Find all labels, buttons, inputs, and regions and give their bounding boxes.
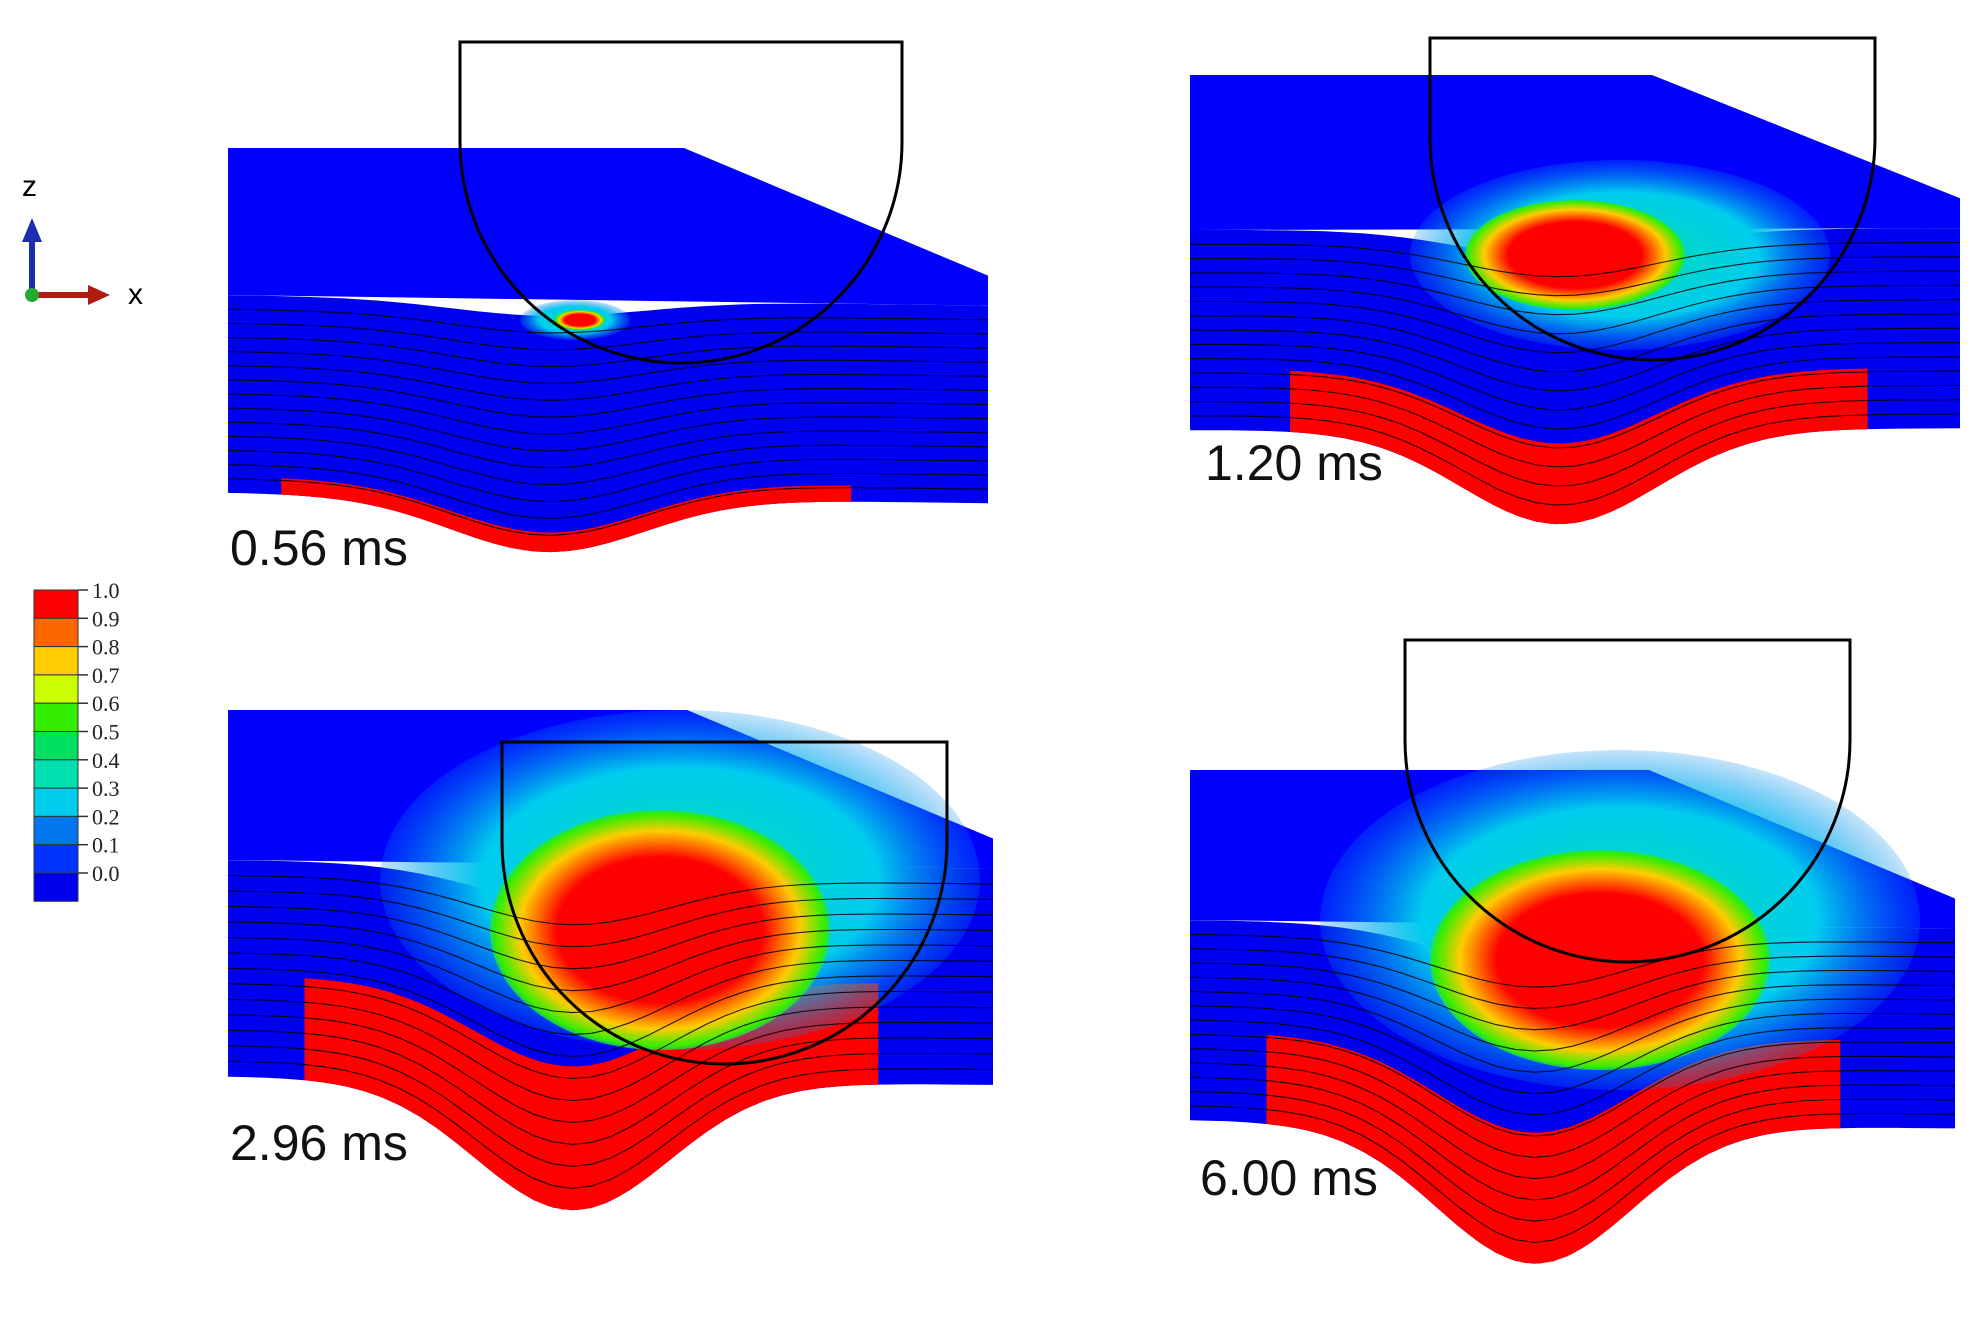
ply-interface-line — [1189, 1091, 1956, 1222]
time-label: 2.96 ms — [230, 1115, 408, 1171]
ply-interface-line — [1190, 313, 1960, 373]
legend-tick-label: 0.0 — [92, 861, 120, 886]
ply-interface-line — [1189, 1019, 1956, 1116]
damage-panel: 2.96 ms — [227, 710, 994, 1211]
legend-color-band — [33, 815, 79, 846]
z-axis-label: z — [22, 170, 37, 203]
ply-interface-line — [227, 936, 994, 1014]
legend-color-band — [33, 589, 79, 619]
ply-interface-line — [227, 478, 989, 536]
ply-interface-line — [227, 890, 994, 948]
ply-interface-line — [227, 952, 994, 1036]
ply-interface-line — [227, 1060, 994, 1189]
ply-interface-line — [227, 308, 989, 334]
legend-color-band — [33, 844, 79, 874]
legend-tick-label: 0.7 — [92, 663, 120, 688]
impactor-outline — [500, 740, 949, 1066]
ply-interface-line — [1190, 384, 1961, 468]
ply-interface-line — [227, 351, 989, 385]
damage-panel: 1.20 ms — [1190, 36, 1961, 525]
damage-contour-region — [1465, 200, 1685, 310]
damage-legend: 1.0 0.9 0.8 0.7 0.6 0.5 0.4 0.3 0.2 0.1 0.0 — [33, 578, 120, 902]
ply-interface-line — [1189, 1105, 1956, 1244]
time-label: 6.00 ms — [1200, 1150, 1378, 1206]
plate-top-surface — [228, 148, 988, 306]
damage-contour-region — [555, 310, 605, 330]
x-axis-label: x — [128, 278, 143, 311]
ply-interface-line — [227, 921, 994, 992]
ply-interface-line — [1190, 342, 1960, 411]
ply-interface-line — [1190, 241, 1961, 278]
ply-interface-line — [227, 336, 989, 368]
legend-color-band — [33, 702, 79, 733]
ply-interface-line — [1189, 1005, 1956, 1095]
legend-tick-label: 0.6 — [92, 691, 120, 716]
ply-interface-line — [227, 365, 989, 401]
ply-interface-line — [227, 449, 989, 503]
damaged-layers-region — [281, 478, 852, 553]
legend-tick-label: 0.3 — [92, 776, 120, 801]
legend-tick-label: 0.4 — [92, 748, 120, 773]
ply-interface-line — [1190, 284, 1960, 335]
impactor-outline — [1428, 36, 1877, 362]
legend-tick-label: 0.9 — [92, 606, 120, 631]
legend-color-band — [33, 731, 79, 761]
ply-interface-line — [1190, 399, 1961, 487]
ply-interface-line — [1189, 948, 1956, 1009]
ply-interface-line — [227, 998, 994, 1102]
ply-interface-line — [1189, 990, 1956, 1073]
legend-color-band — [33, 617, 79, 648]
ply-interface-line — [227, 1029, 994, 1145]
legend-color-band — [33, 646, 79, 676]
time-label: 1.20 ms — [1205, 435, 1383, 491]
ply-interface-line — [1189, 1062, 1956, 1180]
z-axis-arrowhead — [22, 218, 42, 242]
legend-color-band — [33, 759, 79, 789]
impactor-outline — [1403, 638, 1852, 964]
legend-tick-label: 0.5 — [92, 720, 120, 745]
ply-interface-line — [1189, 933, 1956, 988]
ply-interface-line — [227, 1014, 994, 1123]
ply-interface-line — [227, 393, 989, 435]
ply-interface-line — [1190, 256, 1960, 297]
ply-interface-line — [227, 983, 994, 1080]
ply-interface-line — [1189, 976, 1956, 1052]
axes-triad: z x — [22, 170, 143, 311]
ply-interface-line — [227, 874, 994, 926]
damage-panel: 0.56 ms — [227, 40, 989, 576]
x-axis-arrowhead — [88, 285, 110, 305]
legend-color-band — [33, 872, 79, 902]
ply-interface-line — [227, 322, 989, 351]
ply-interface-line — [1190, 356, 1961, 430]
ply-interface-line — [1189, 1076, 1956, 1201]
ply-interface-line — [1190, 327, 1960, 392]
time-label: 0.56 ms — [230, 520, 408, 576]
damage-panel: 6.00 ms — [1189, 638, 1956, 1264]
ply-interface-line — [227, 407, 989, 452]
ply-interface-line — [227, 967, 994, 1058]
ply-interface-line — [227, 905, 994, 970]
legend-tick-label: 1.0 — [92, 578, 120, 603]
legend-tick-label: 0.8 — [92, 635, 120, 660]
ply-interface-line — [1189, 962, 1956, 1031]
legend-tick-label: 0.1 — [92, 833, 120, 858]
origin-dot — [25, 288, 39, 302]
legend-tick-label: 0.2 — [92, 804, 120, 829]
ply-interface-line — [227, 379, 989, 418]
impactor-outline — [458, 40, 904, 365]
damaged-layers-region — [1266, 1035, 1841, 1264]
legend-color-band — [33, 674, 79, 704]
ply-interface-line — [1190, 270, 1960, 316]
ply-interface-line — [1189, 1048, 1956, 1158]
ply-interface-line — [227, 464, 989, 519]
ply-interface-line — [1190, 413, 1961, 506]
ply-interface-line — [227, 435, 989, 486]
ply-interface-line — [227, 421, 989, 469]
legend-color-band — [33, 787, 79, 817]
ply-interface-line — [1189, 1033, 1956, 1137]
ply-interface-line — [1190, 370, 1961, 449]
ply-interface-line — [227, 1045, 994, 1167]
ply-interface-line — [1190, 299, 1960, 354]
